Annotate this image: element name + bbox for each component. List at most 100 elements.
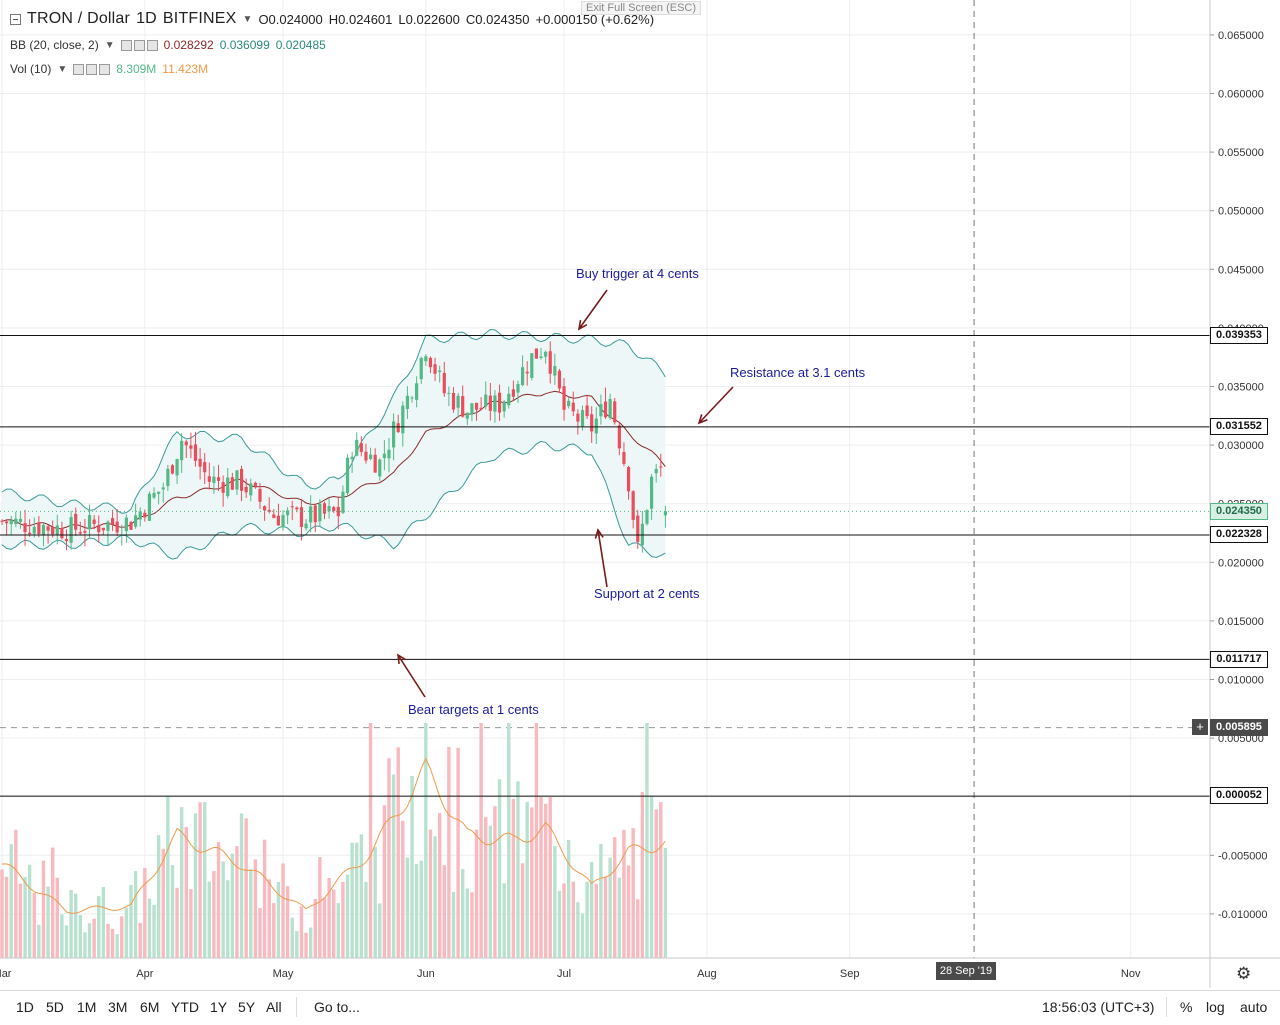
close-icon[interactable]	[146, 39, 158, 51]
volume-bar	[152, 904, 156, 958]
indicator-controls[interactable]	[73, 63, 111, 75]
settings-icon[interactable]	[133, 39, 145, 51]
volume-bar	[502, 883, 506, 958]
volume-bar	[359, 834, 364, 958]
volume-bar	[663, 847, 668, 958]
close-icon[interactable]	[99, 63, 111, 75]
price-tick-label: 0.030000	[1218, 440, 1264, 452]
settings-gear-icon[interactable]: ⚙	[1236, 964, 1252, 983]
arrow-resistance	[697, 386, 734, 425]
exit-fullscreen-button[interactable]: Exit Full Screen (ESC)	[581, 1, 702, 15]
goto-button[interactable]: Go to...	[314, 999, 360, 1015]
candle-body	[368, 454, 373, 460]
vol-label[interactable]: Vol (10)	[10, 62, 52, 76]
bb-upper-line	[1, 328, 666, 514]
candle-body	[32, 526, 36, 534]
volume-bar	[368, 723, 373, 958]
indicator-controls[interactable]	[120, 39, 158, 51]
volume-bar	[419, 860, 423, 958]
timeframe-5y[interactable]: 5Y	[238, 999, 256, 1015]
candle-body	[262, 506, 267, 511]
volume-bar	[170, 865, 175, 958]
volume-ma-line	[1, 757, 666, 914]
chevron-down-icon[interactable]: ▼	[104, 39, 115, 51]
timeframe-5d[interactable]: 5D	[46, 999, 64, 1015]
volume-bar	[14, 829, 18, 958]
candle-body	[525, 371, 529, 374]
candle-body	[175, 459, 179, 476]
volume-bar	[520, 863, 525, 958]
bb-label[interactable]: BB (20, close, 2)	[10, 38, 99, 52]
candle-body	[313, 505, 317, 523]
timeframe-1d[interactable]: 1D	[16, 999, 34, 1015]
candle-body	[438, 370, 442, 373]
timeframe-all[interactable]: All	[266, 999, 282, 1015]
horizontal-levels[interactable]	[0, 334, 1210, 797]
candle-body	[465, 412, 469, 419]
candle-body	[226, 477, 230, 497]
candle-body	[336, 506, 340, 517]
volume-bar	[230, 853, 235, 958]
timeframe-6m[interactable]: 6M	[140, 999, 160, 1015]
candle-body	[327, 506, 331, 512]
visibility-icon[interactable]	[73, 63, 85, 75]
candle-body	[235, 470, 239, 490]
time-axis[interactable]: Mar Apr May Jun Jul Aug Sep Nov	[0, 957, 1280, 980]
candle-body	[373, 454, 377, 473]
volume-bar	[580, 913, 585, 958]
candle-body	[18, 518, 23, 522]
volume-bar	[37, 924, 41, 958]
timeframe-ytd[interactable]: YTD	[171, 999, 199, 1015]
bb-upper-value: 0.036099	[219, 38, 270, 52]
percent-toggle[interactable]: %	[1180, 999, 1193, 1015]
clock[interactable]: 18:56:03 (UTC+3)	[1042, 999, 1155, 1015]
volume-bar	[69, 890, 73, 958]
annotation-support: Support at 2 cents	[594, 586, 700, 601]
timeframe-1m[interactable]: 1M	[77, 999, 97, 1015]
interval-label[interactable]: 1D	[136, 10, 157, 27]
low-value: L0.022600	[398, 11, 460, 27]
chevron-down-icon[interactable]: ▼	[242, 13, 253, 25]
candle-body	[382, 453, 386, 458]
price-tag-high: 0.039353	[1210, 327, 1268, 344]
chevron-down-icon[interactable]: ▼	[57, 63, 68, 75]
symbol-title[interactable]: TRON / Dollar	[27, 10, 131, 27]
price-tick-label: 0.055000	[1218, 147, 1264, 159]
symbol-legend: TRON / Dollar 1D BITFINEX ▼ O0.024000 H0…	[10, 10, 654, 28]
volume-bar	[410, 775, 414, 958]
volume-bar	[636, 899, 640, 958]
volume-bar	[355, 842, 359, 958]
auto-toggle[interactable]: auto	[1240, 999, 1268, 1015]
candle-body	[571, 402, 575, 412]
volume-bar	[557, 890, 562, 958]
candle-body	[548, 351, 552, 374]
candle-body	[461, 396, 465, 417]
candle-body	[479, 407, 483, 410]
price-axis[interactable]: 0.065000 0.060000 0.055000 0.050000 0.045000…	[1209, 0, 1268, 988]
collapse-icon[interactable]	[10, 13, 21, 25]
volume-bar	[50, 847, 55, 958]
candle-body	[170, 465, 175, 474]
volume-bar	[566, 839, 571, 958]
candle-body	[78, 532, 82, 534]
log-toggle[interactable]: log	[1206, 999, 1225, 1015]
volume-bar	[488, 825, 493, 958]
candle-body	[470, 403, 474, 415]
volume-bar	[405, 857, 410, 958]
time-tick-label: Jul	[557, 968, 571, 980]
settings-icon[interactable]	[86, 63, 98, 75]
volume-bar	[484, 817, 488, 958]
volume-bar	[373, 847, 377, 958]
crosshair-plus-icon[interactable]: +	[1192, 719, 1208, 735]
candle-body	[576, 413, 580, 422]
candle-body	[180, 440, 184, 461]
timeframe-1y[interactable]: 1Y	[210, 999, 228, 1015]
volume-bar	[507, 723, 511, 958]
timeframe-3m[interactable]: 3M	[108, 999, 128, 1015]
volume-bar	[341, 881, 345, 958]
visibility-icon[interactable]	[120, 39, 132, 51]
volume-bar	[267, 879, 271, 958]
price-tag-last: 0.024350	[1210, 503, 1268, 520]
volume-bar	[585, 881, 589, 958]
